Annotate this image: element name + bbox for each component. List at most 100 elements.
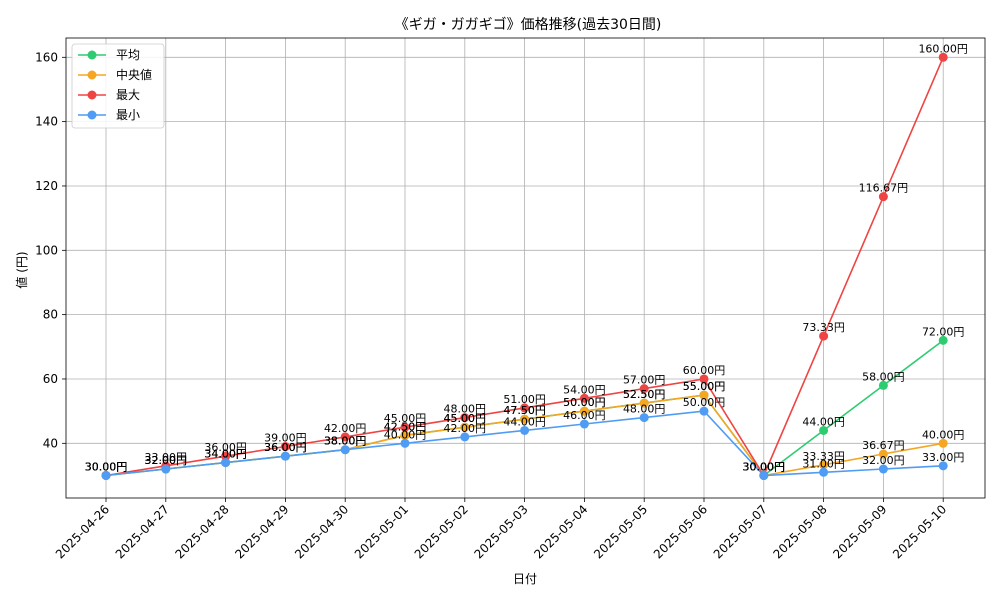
data-label: 36.00円 — [204, 441, 247, 454]
legend-marker — [87, 90, 97, 100]
data-point — [699, 374, 709, 384]
data-point — [221, 458, 231, 468]
legend-label: 平均 — [116, 48, 140, 62]
data-label: 30.00円 — [85, 460, 128, 473]
data-label: 60.00円 — [683, 364, 726, 377]
data-label: 116.67円 — [859, 182, 909, 195]
y-tick-label: 80 — [43, 308, 58, 322]
legend-label: 最小 — [116, 108, 140, 122]
data-point — [699, 406, 709, 416]
data-label: 36.67円 — [862, 439, 905, 452]
data-label: 40.00円 — [922, 428, 965, 441]
data-label: 36.00円 — [264, 441, 307, 454]
data-point — [878, 464, 888, 474]
data-label: 73.33円 — [802, 321, 845, 334]
data-point — [101, 470, 111, 480]
data-point — [639, 384, 649, 394]
data-label: 30.00円 — [743, 460, 786, 473]
data-label: 48.00円 — [444, 403, 487, 416]
data-label: 32.00円 — [862, 454, 905, 467]
data-point — [938, 335, 948, 345]
data-label: 52.50円 — [623, 388, 666, 401]
data-label: 33.00円 — [922, 451, 965, 464]
data-point — [280, 442, 290, 452]
data-label: 36.00円 — [264, 441, 307, 454]
data-point — [699, 390, 709, 400]
legend-marker — [87, 50, 97, 60]
data-point — [878, 449, 888, 459]
data-point — [579, 393, 589, 403]
data-point — [938, 52, 948, 62]
data-label: 55.00円 — [683, 380, 726, 393]
data-point — [340, 445, 350, 455]
data-label: 34.00円 — [204, 448, 247, 461]
data-point — [400, 430, 410, 440]
data-point — [520, 425, 530, 435]
legend-label: 中央値 — [116, 67, 152, 82]
data-point — [639, 413, 649, 423]
data-point — [400, 422, 410, 432]
data-label: 45.00円 — [384, 412, 427, 425]
data-label: 52.50円 — [623, 388, 666, 401]
data-label: 45.00円 — [444, 412, 487, 425]
legend-box — [71, 43, 165, 129]
data-label: 30.00円 — [743, 460, 786, 473]
y-tick-label: 60 — [43, 372, 58, 386]
data-point — [878, 380, 888, 390]
data-label: 42.50円 — [384, 420, 427, 433]
data-point — [460, 422, 470, 432]
legend-label: 最大 — [116, 88, 140, 102]
data-point — [579, 419, 589, 429]
y-axis-label: 値 (円) — [14, 251, 29, 288]
data-label: 39.00円 — [264, 432, 307, 445]
data-label: 38.00円 — [324, 435, 367, 448]
data-point — [340, 432, 350, 442]
data-point — [400, 438, 410, 448]
data-label: 55.00円 — [683, 380, 726, 393]
data-label: 33.33円 — [802, 450, 845, 463]
y-tick-label: 100 — [35, 243, 58, 257]
data-label: 30.00円 — [85, 460, 128, 473]
data-label: 30.00円 — [743, 460, 786, 473]
data-label: 34.00円 — [204, 448, 247, 461]
data-point — [460, 432, 470, 442]
series-points — [101, 52, 948, 480]
legend-marker — [87, 70, 97, 80]
data-label: 54.00円 — [563, 383, 606, 396]
data-label: 46.00円 — [563, 409, 606, 422]
data-label: 31.00円 — [802, 457, 845, 470]
grid — [66, 38, 985, 498]
x-axis-label: 日付 — [513, 572, 537, 586]
y-tick-label: 40 — [43, 436, 58, 450]
data-label: 42.50円 — [384, 420, 427, 433]
axes — [65, 37, 986, 499]
plot-frame — [65, 37, 986, 499]
data-label: 32.00円 — [145, 454, 188, 467]
y-tick-label: 160 — [35, 50, 58, 64]
data-point — [819, 467, 829, 477]
data-point — [819, 460, 829, 470]
data-label: 38.00円 — [324, 435, 367, 448]
data-point — [520, 414, 530, 424]
data-label: 32.00円 — [145, 454, 188, 467]
data-label: 57.00円 — [623, 374, 666, 387]
y-tick-label: 120 — [35, 179, 58, 193]
data-label: 42.00円 — [324, 422, 367, 435]
data-point — [759, 470, 769, 480]
data-labels: 30.00円 32.00円 34.00円 36.00円 38.00円42.50円45.0… — [85, 42, 968, 473]
data-label: 38.00円 — [324, 435, 367, 448]
data-label: 44.00円 — [503, 415, 546, 428]
data-label: 32.00円 — [145, 454, 188, 467]
y-tick-label: 140 — [35, 115, 58, 129]
data-point — [819, 331, 829, 341]
chart-title: 《ギガ・ガガギゴ》価格推移(過去30日間) — [395, 16, 662, 33]
data-label: 72.00円 — [922, 325, 965, 338]
data-label: 50.00円 — [563, 396, 606, 409]
data-point — [878, 192, 888, 202]
data-point — [938, 438, 948, 448]
data-label: 40.00円 — [384, 428, 427, 441]
data-label: 33.00円 — [145, 451, 188, 464]
